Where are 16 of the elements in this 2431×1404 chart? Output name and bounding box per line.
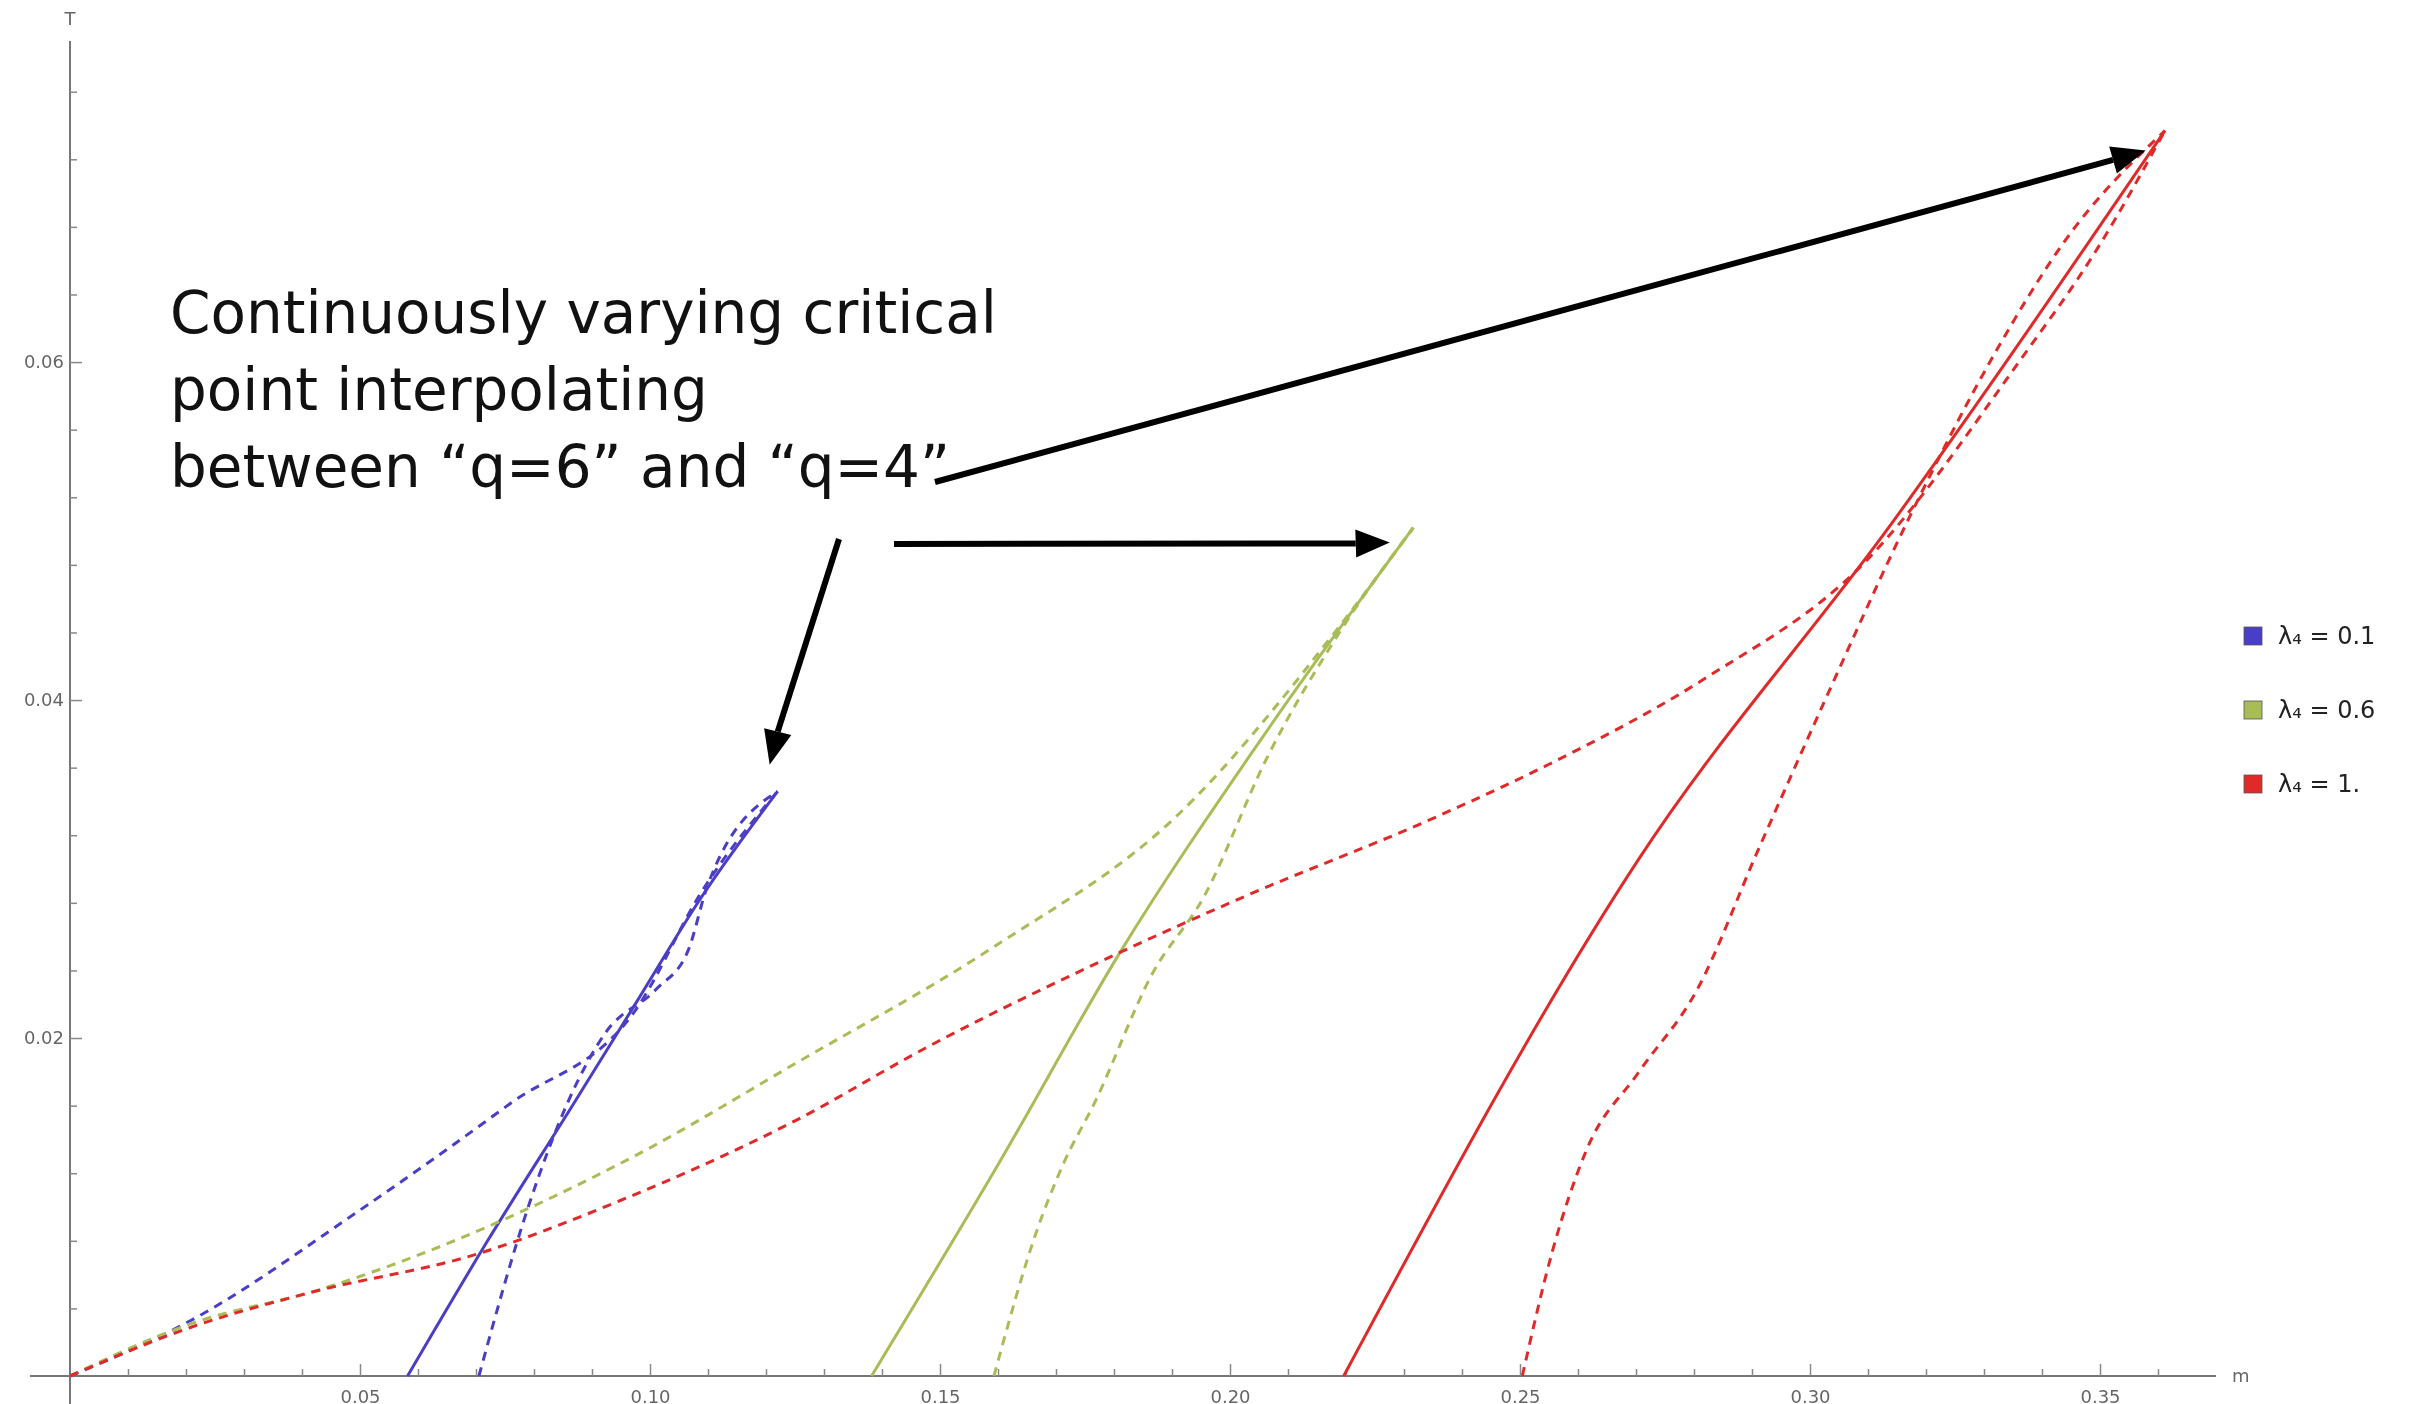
x-tick-label: 0.10 bbox=[630, 1385, 671, 1404]
annotation: Continuously varying critical point interpolating between “q=6” and “q=4” bbox=[170, 279, 997, 501]
x-tick-label: 0.35 bbox=[2080, 1385, 2121, 1404]
x-tick-label: 0.30 bbox=[1790, 1385, 1831, 1404]
x-tick-label: 0.25 bbox=[1500, 1385, 1541, 1404]
legend-label: λ₄ = 0.6 bbox=[2278, 696, 2376, 724]
y-tick-label: 0.04 bbox=[23, 689, 64, 711]
x-tick-label: 0.20 bbox=[1210, 1385, 1251, 1404]
x-axis-title: m bbox=[2232, 1365, 2250, 1386]
y-tick-label: 0.02 bbox=[23, 1027, 64, 1049]
y-tick-label: 0.06 bbox=[23, 351, 64, 373]
y-axis-title: T bbox=[63, 8, 77, 29]
x-tick-label: 0.15 bbox=[920, 1385, 961, 1404]
legend-label: λ₄ = 1. bbox=[2278, 770, 2361, 798]
x-tick-label: 0.05 bbox=[340, 1385, 381, 1404]
legend-label: λ₄ = 0.1 bbox=[2278, 622, 2376, 650]
